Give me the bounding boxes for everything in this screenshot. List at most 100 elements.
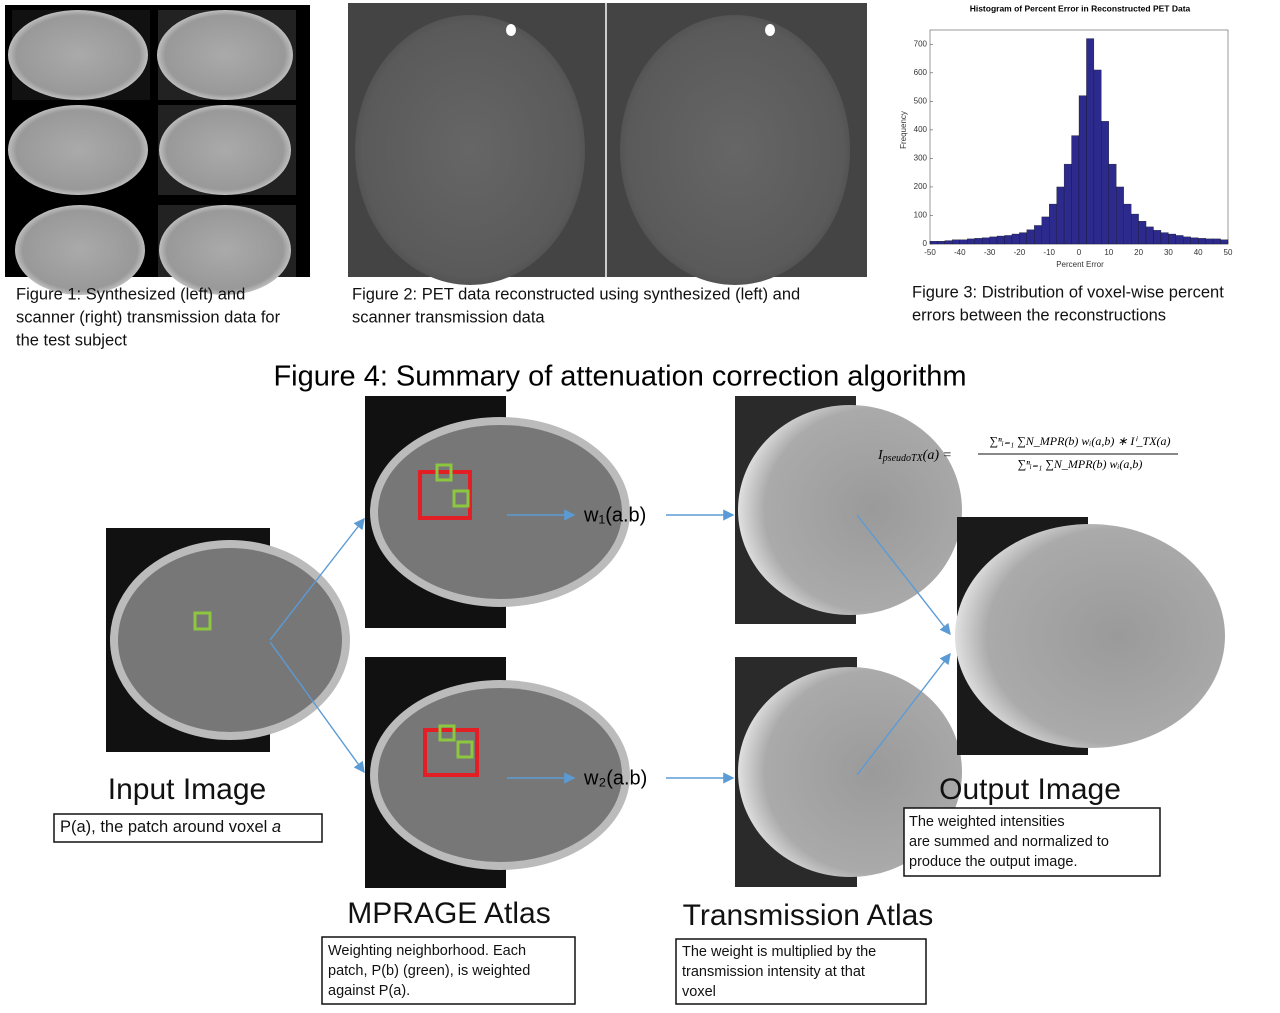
- caption: errors between the reconstructions: [912, 306, 1166, 324]
- figure1-image: [5, 5, 310, 295]
- note-part: a: [272, 818, 281, 836]
- formula-part: (a) =: [923, 448, 952, 463]
- caption: scanner transmission data: [352, 308, 545, 326]
- bar: [989, 236, 998, 245]
- mprage-image: [365, 396, 630, 888]
- bar: [929, 240, 938, 245]
- note-part: P(a), the patch around voxel: [60, 818, 272, 836]
- output-label: Output Image: [939, 773, 1121, 806]
- x-tick-label: 40: [1194, 248, 1203, 257]
- x-tick-label: 30: [1164, 248, 1173, 257]
- bar: [982, 237, 990, 245]
- bar: [1011, 233, 1020, 245]
- bar: [1034, 225, 1042, 245]
- transmission-note-box: [675, 938, 927, 1005]
- bar: [959, 239, 968, 245]
- y-tick-label: 700: [914, 39, 928, 48]
- bar: [1093, 69, 1102, 245]
- transmission-label: Transmission Atlas: [683, 899, 934, 932]
- y-tick-label: 400: [914, 125, 928, 134]
- bar: [1101, 121, 1109, 245]
- chart-title: Histogram of Percent Error in Reconstruc…: [970, 3, 1191, 13]
- formula-part: pseudoTX: [882, 453, 924, 464]
- mprage-note: Weighting neighborhood. Each: [328, 943, 526, 959]
- bar: [996, 235, 1005, 245]
- formula-numerator: ∑ⁿᵢ₌₁ ∑N_MPR(b) wᵢ(a,b) ∗ Iⁱ_TX(a): [989, 434, 1170, 448]
- bar: [1056, 186, 1065, 245]
- arrows: [269, 509, 951, 784]
- transmission-note: voxel: [682, 984, 716, 1000]
- caption: Figure 3: Distribution of voxel-wise per…: [912, 283, 1224, 301]
- bar: [1004, 235, 1013, 245]
- x-axis-label: Percent Error: [1056, 260, 1104, 269]
- x-tick-label: 50: [1224, 248, 1233, 257]
- bar: [1175, 235, 1184, 245]
- input-note-box: [53, 813, 323, 843]
- formula-denominator: ∑ⁿᵢ₌₁ ∑N_MPR(b) wᵢ(a,b): [1018, 457, 1143, 471]
- bar: [944, 240, 953, 245]
- x-tick-label: -10: [1043, 248, 1055, 257]
- x-tick-label: -40: [954, 248, 966, 257]
- bar: [1078, 95, 1087, 245]
- caption: scanner (right) transmission data for: [16, 308, 281, 326]
- x-tick-label: 10: [1104, 248, 1113, 257]
- y-tick-label: 600: [914, 68, 928, 77]
- bar: [1108, 163, 1117, 245]
- bar: [1041, 216, 1050, 245]
- bar: [1071, 135, 1080, 245]
- bar: [1212, 238, 1221, 245]
- bar: [1198, 238, 1206, 245]
- bar: [1123, 203, 1132, 245]
- mprage-label: MPRAGE Atlas: [347, 897, 550, 930]
- transmission-image: [735, 396, 1225, 887]
- y-tick-label: 500: [914, 96, 928, 105]
- bar: [1183, 236, 1191, 245]
- bar: [1116, 186, 1124, 245]
- y-tick-label: 200: [914, 182, 928, 191]
- mprage-note-box: [321, 936, 576, 1005]
- bar: [1190, 237, 1199, 245]
- weight-label: w₁(a.b): [583, 504, 646, 526]
- histogram: 0 100 200 300 400 500 600 700 -50 -40 -30 -20 -10 0 10…: [914, 29, 1233, 257]
- input-label: Input Image: [108, 773, 266, 806]
- bar: [937, 240, 946, 245]
- y-tick-label: 100: [914, 211, 928, 220]
- output-note: produce the output image.: [909, 854, 1077, 870]
- bar: [974, 238, 983, 245]
- bar: [1063, 163, 1072, 245]
- mprage-note: patch, P(b) (green), is weighted: [328, 963, 530, 979]
- weight-label: w₂(a.b): [583, 767, 647, 789]
- x-tick-label: -30: [984, 248, 996, 257]
- figure-title: Figure 4: Summary of attenuation correct…: [273, 361, 966, 393]
- caption: Figure 2: PET data reconstructed using s…: [352, 285, 800, 303]
- bar: [1153, 230, 1162, 245]
- x-tick-label: -50: [924, 248, 936, 257]
- input-note: P(a), the patch around voxel a: [60, 818, 281, 836]
- bar: [1026, 229, 1035, 245]
- transmission-note: The weight is multiplied by the: [682, 944, 876, 960]
- output-note: The weighted intensities: [909, 814, 1065, 830]
- bar: [1138, 221, 1147, 245]
- bar: [1168, 233, 1177, 245]
- y-tick-label: 0: [923, 239, 928, 248]
- bar: [952, 239, 960, 245]
- bar: [1131, 213, 1139, 245]
- bar: [1086, 38, 1095, 245]
- caption: Figure 1: Synthesized (left) and: [16, 285, 245, 303]
- formula-part: I: [877, 448, 884, 463]
- transmission-note: transmission intensity at that: [682, 964, 865, 980]
- bar: [1220, 239, 1229, 245]
- y-axis-label: Frequency: [899, 111, 908, 149]
- bar: [1049, 203, 1057, 245]
- output-note: are summed and normalized to: [909, 834, 1109, 850]
- caption: the test subject: [16, 331, 127, 349]
- formula-lhs: IpseudoTX(a) =: [877, 448, 952, 464]
- input-image: [106, 528, 350, 752]
- y-tick-label: 300: [914, 154, 928, 163]
- bar: [1205, 238, 1214, 245]
- x-tick-label: 20: [1134, 248, 1143, 257]
- bar: [1160, 232, 1169, 245]
- figure2-image: [348, 3, 867, 285]
- output-note-box: [903, 807, 1161, 877]
